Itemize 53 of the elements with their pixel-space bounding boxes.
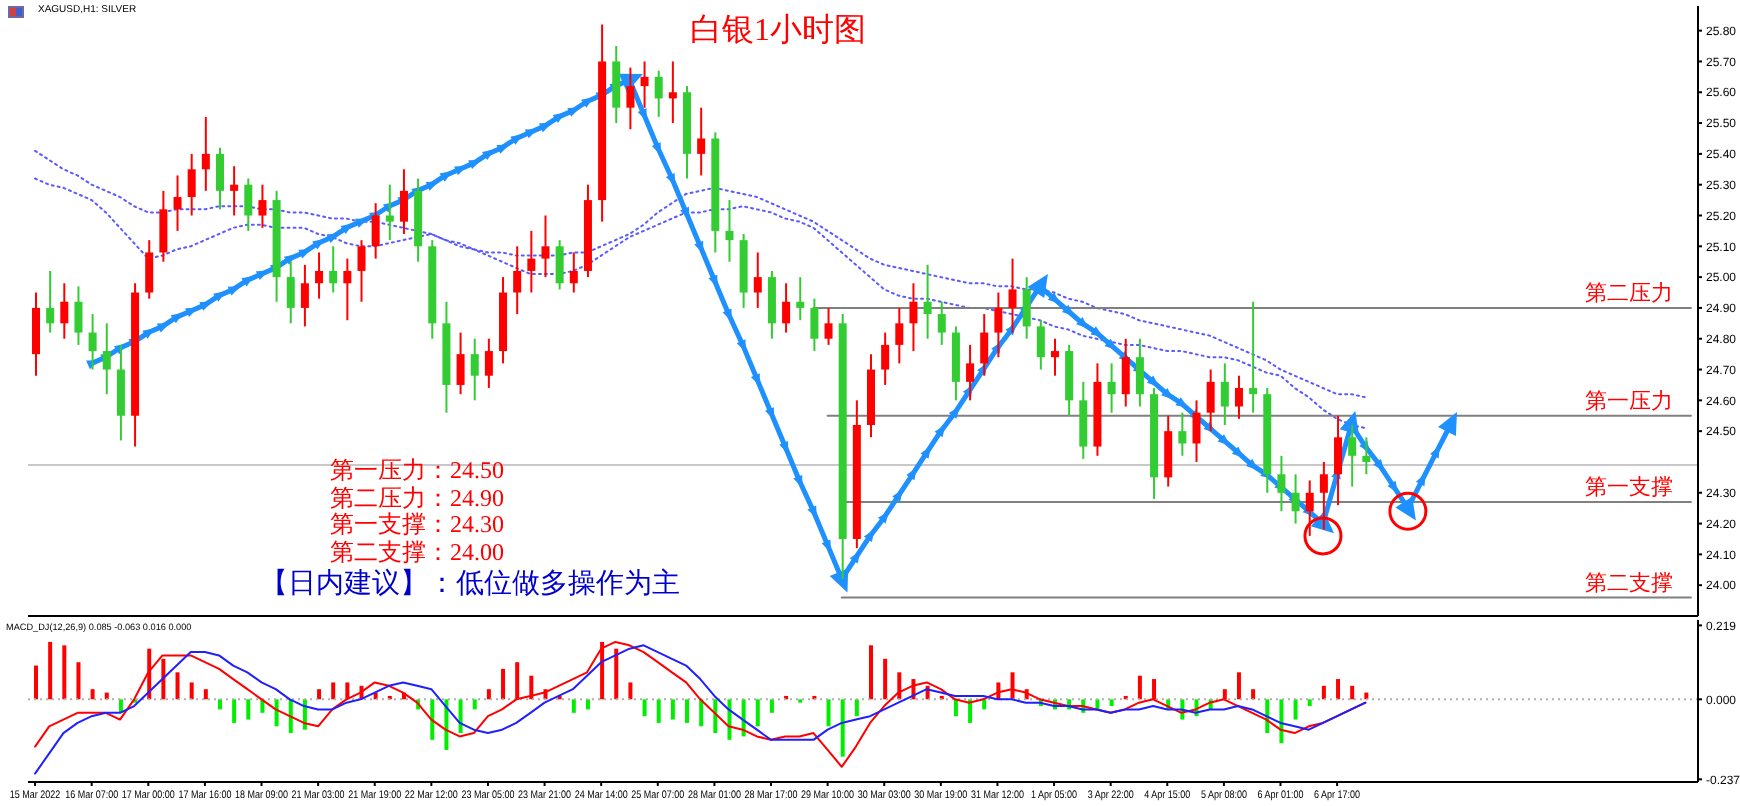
bar: [317, 689, 322, 700]
bar: [1336, 679, 1341, 700]
bar: [472, 699, 477, 710]
bar: [48, 641, 53, 700]
bar: [1152, 679, 1157, 700]
bar: [642, 699, 647, 717]
bar: [769, 699, 774, 713]
bar: [1222, 689, 1227, 700]
bar: [345, 682, 350, 700]
bar: [953, 699, 958, 717]
bar: [571, 699, 576, 713]
bar: [755, 699, 760, 727]
bar: [1293, 699, 1298, 720]
bar: [685, 699, 690, 723]
bar: [1307, 699, 1312, 707]
bar: [189, 682, 194, 700]
bar: [883, 658, 888, 700]
bar: [826, 699, 831, 727]
bar: [232, 699, 237, 723]
bar: [274, 699, 279, 727]
bar: [1251, 689, 1256, 700]
bar: [203, 689, 208, 700]
bar: [161, 658, 166, 700]
bar: [1010, 672, 1015, 700]
bar: [614, 648, 619, 700]
bar: [1321, 685, 1326, 700]
bar: [670, 699, 675, 720]
bar: [331, 682, 336, 700]
bar: [90, 689, 95, 700]
bar: [840, 699, 845, 757]
bar: [458, 699, 463, 734]
bar: [217, 699, 222, 710]
bar: [713, 699, 718, 734]
bar: [34, 665, 38, 700]
bar: [699, 699, 704, 727]
bar: [869, 645, 873, 700]
bar: [486, 689, 491, 700]
bar: [175, 672, 180, 700]
bar: [585, 699, 590, 710]
candlestick: [32, 291, 40, 377]
bar: [628, 682, 633, 700]
bar: [1350, 685, 1355, 700]
bar: [246, 699, 251, 720]
bar: [515, 662, 520, 700]
bar: [656, 699, 661, 723]
bar: [1236, 672, 1241, 700]
bar: [1109, 699, 1114, 707]
bar: [76, 662, 81, 700]
bar: [62, 645, 67, 700]
bar: [501, 668, 506, 700]
bar: [854, 699, 859, 717]
bar: [430, 699, 435, 740]
bar: [1137, 675, 1142, 700]
